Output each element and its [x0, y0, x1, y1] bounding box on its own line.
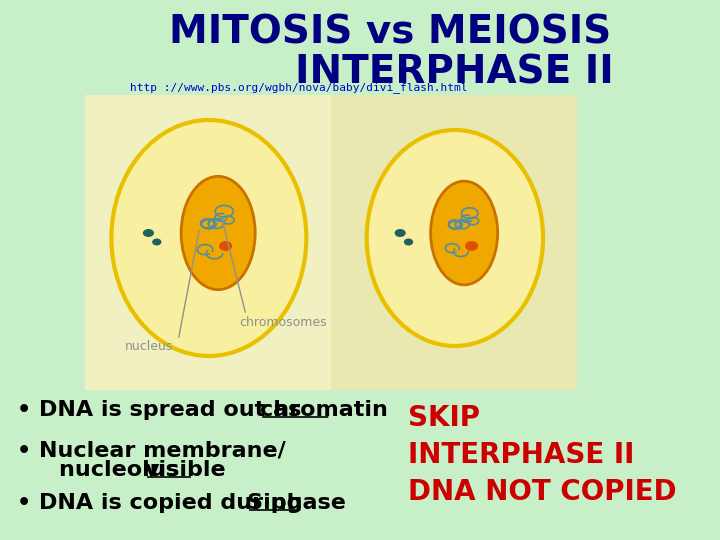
- Ellipse shape: [181, 177, 255, 289]
- Ellipse shape: [219, 241, 232, 251]
- Text: S phase: S phase: [247, 493, 346, 513]
- Ellipse shape: [152, 239, 161, 246]
- Text: nucleolus: nucleolus: [60, 460, 187, 480]
- Text: • Nuclear membrane/: • Nuclear membrane/: [17, 440, 285, 460]
- Text: chromosomes: chromosomes: [240, 315, 327, 328]
- FancyBboxPatch shape: [331, 95, 577, 390]
- Text: nucleus: nucleus: [125, 341, 174, 354]
- Ellipse shape: [395, 229, 406, 237]
- Text: INTERPHASE II: INTERPHASE II: [295, 53, 614, 91]
- Ellipse shape: [465, 241, 478, 251]
- Text: INTERPHASE II: INTERPHASE II: [408, 441, 635, 469]
- Ellipse shape: [143, 229, 154, 237]
- Ellipse shape: [366, 130, 543, 346]
- Text: • DNA is copied during: • DNA is copied during: [17, 493, 310, 513]
- Text: visible: visible: [145, 460, 226, 480]
- Text: http ://www.pbs.org/wgbh/nova/baby/divi_flash.html: http ://www.pbs.org/wgbh/nova/baby/divi_…: [130, 83, 467, 93]
- Text: MITOSIS vs MEIOSIS: MITOSIS vs MEIOSIS: [168, 13, 611, 51]
- Text: chromatin: chromatin: [260, 400, 388, 420]
- Ellipse shape: [431, 181, 498, 285]
- Ellipse shape: [404, 239, 413, 246]
- Ellipse shape: [112, 120, 306, 356]
- Text: • DNA is spread out as: • DNA is spread out as: [17, 400, 309, 420]
- Text: SKIP: SKIP: [408, 404, 480, 432]
- FancyBboxPatch shape: [86, 95, 331, 390]
- Text: DNA NOT COPIED: DNA NOT COPIED: [408, 478, 677, 506]
